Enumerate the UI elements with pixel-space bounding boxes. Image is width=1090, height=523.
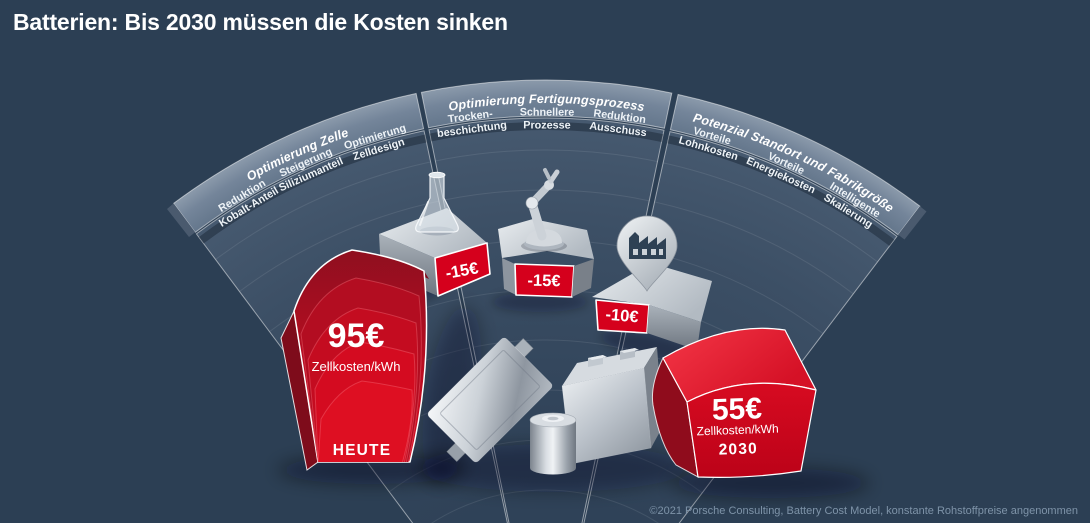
cost-today-label: HEUTE (333, 442, 392, 459)
page-title: Batterien: Bis 2030 müssen die Kosten si… (13, 9, 508, 35)
reduction-value-cell: -15€ (444, 259, 480, 282)
factory-pedestal: -10€ (592, 215, 712, 350)
cost-today-layers (300, 277, 422, 462)
cost-today-value: 95€ (328, 317, 385, 355)
cost-2030-front (686, 382, 817, 478)
cost-2030-value: 55€ (711, 392, 762, 427)
robot-pedestal-front-left (502, 258, 516, 295)
sublabel-ausschuss: ReduktionAusschuss (589, 107, 649, 139)
cost-today-block: 95€ Zellkosten/kWh HEUTE (280, 249, 429, 471)
sector-center-body (428, 117, 665, 523)
reduction-label-cell-face (434, 242, 491, 297)
factory-pin-icon (616, 215, 678, 292)
flask-icon (415, 171, 459, 236)
cost-2030-unit: Zellkosten/kWh (696, 422, 778, 439)
robot-pedestal: -15€ (498, 168, 594, 298)
factory-pedestal-front-right (647, 305, 701, 350)
reduction-value-site: -10€ (605, 306, 639, 327)
cost-2030-block: 55€ Zellkosten/kWh 2030 (652, 327, 817, 478)
cost-2030-label: 2030 (718, 440, 758, 458)
sublabel-trockenbeschichtung: Trocken-beschichtung (435, 106, 508, 140)
sector-center-band (420, 79, 673, 129)
reduction-value-process: -15€ (527, 272, 560, 291)
band-endcap-right (898, 206, 927, 240)
sublabel-schnellere-prozesse: Schnellere Prozesse (520, 106, 575, 131)
pouch-cell (427, 337, 553, 463)
cylindrical-cell (529, 412, 577, 475)
factory-pedestal-top (592, 263, 712, 322)
cost-today-unit: Zellkosten/kWh (312, 359, 401, 374)
prismatic-cell (561, 347, 663, 465)
cost-2030-side (652, 356, 699, 478)
robot-pedestal-front-right (572, 259, 594, 297)
robot-arm-icon (521, 168, 567, 252)
band-endcap-left (167, 203, 196, 237)
sector-left-band (172, 92, 425, 233)
footer-credit: ©2021 Porsche Consulting, Battery Cost M… (649, 505, 1078, 517)
